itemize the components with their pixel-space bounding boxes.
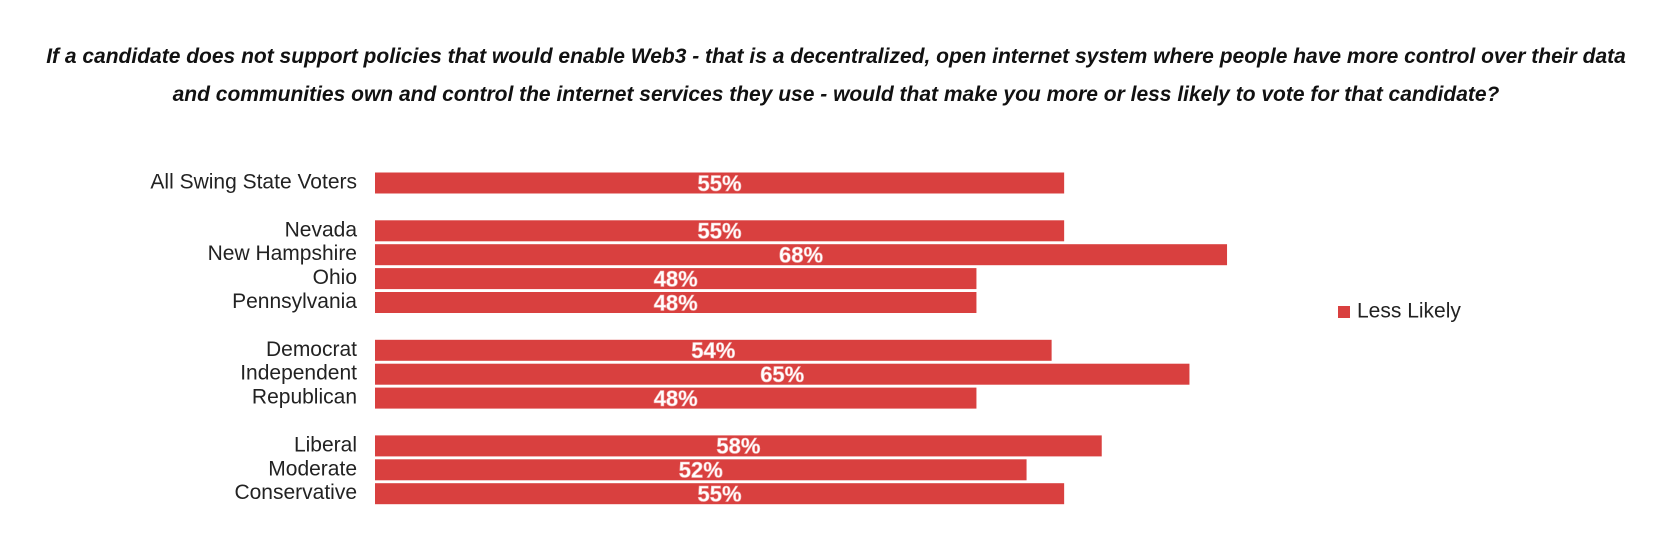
value-label: 55% xyxy=(698,171,742,196)
bar xyxy=(375,268,977,290)
bar xyxy=(375,435,1102,457)
category-label: All Swing State Voters xyxy=(150,171,357,194)
category-label: New Hampshire xyxy=(208,242,357,265)
value-label: 48% xyxy=(654,290,698,315)
category-label: Ohio xyxy=(313,266,357,289)
value-label: 65% xyxy=(760,362,804,387)
value-label: 68% xyxy=(779,243,823,268)
bar xyxy=(375,459,1027,481)
category-label: Pennsylvania xyxy=(232,290,357,313)
value-label: 55% xyxy=(698,482,742,507)
category-label: Republican xyxy=(252,386,357,409)
value-label: 55% xyxy=(698,219,742,244)
category-label: Moderate xyxy=(268,457,357,480)
bar xyxy=(375,220,1065,242)
value-label: 52% xyxy=(679,458,723,483)
category-label: Conservative xyxy=(234,481,357,504)
value-label: 48% xyxy=(654,386,698,411)
value-label: 54% xyxy=(691,338,735,363)
category-label: Liberal xyxy=(294,433,357,456)
bar xyxy=(375,363,1190,385)
value-label: 48% xyxy=(654,266,698,291)
category-label: Democrat xyxy=(266,338,357,361)
bar xyxy=(375,483,1065,505)
legend-label: Less Likely xyxy=(1357,300,1461,323)
category-label: Independent xyxy=(240,362,357,385)
chart-title: If a candidate does not support policies… xyxy=(46,45,1626,106)
bar xyxy=(375,339,1052,361)
bar xyxy=(375,292,977,313)
bar xyxy=(375,244,1228,266)
value-label: 58% xyxy=(716,434,760,459)
bar xyxy=(375,387,977,409)
category-label: Nevada xyxy=(285,218,358,241)
legend-swatch xyxy=(1338,306,1350,318)
bar xyxy=(375,172,1065,194)
